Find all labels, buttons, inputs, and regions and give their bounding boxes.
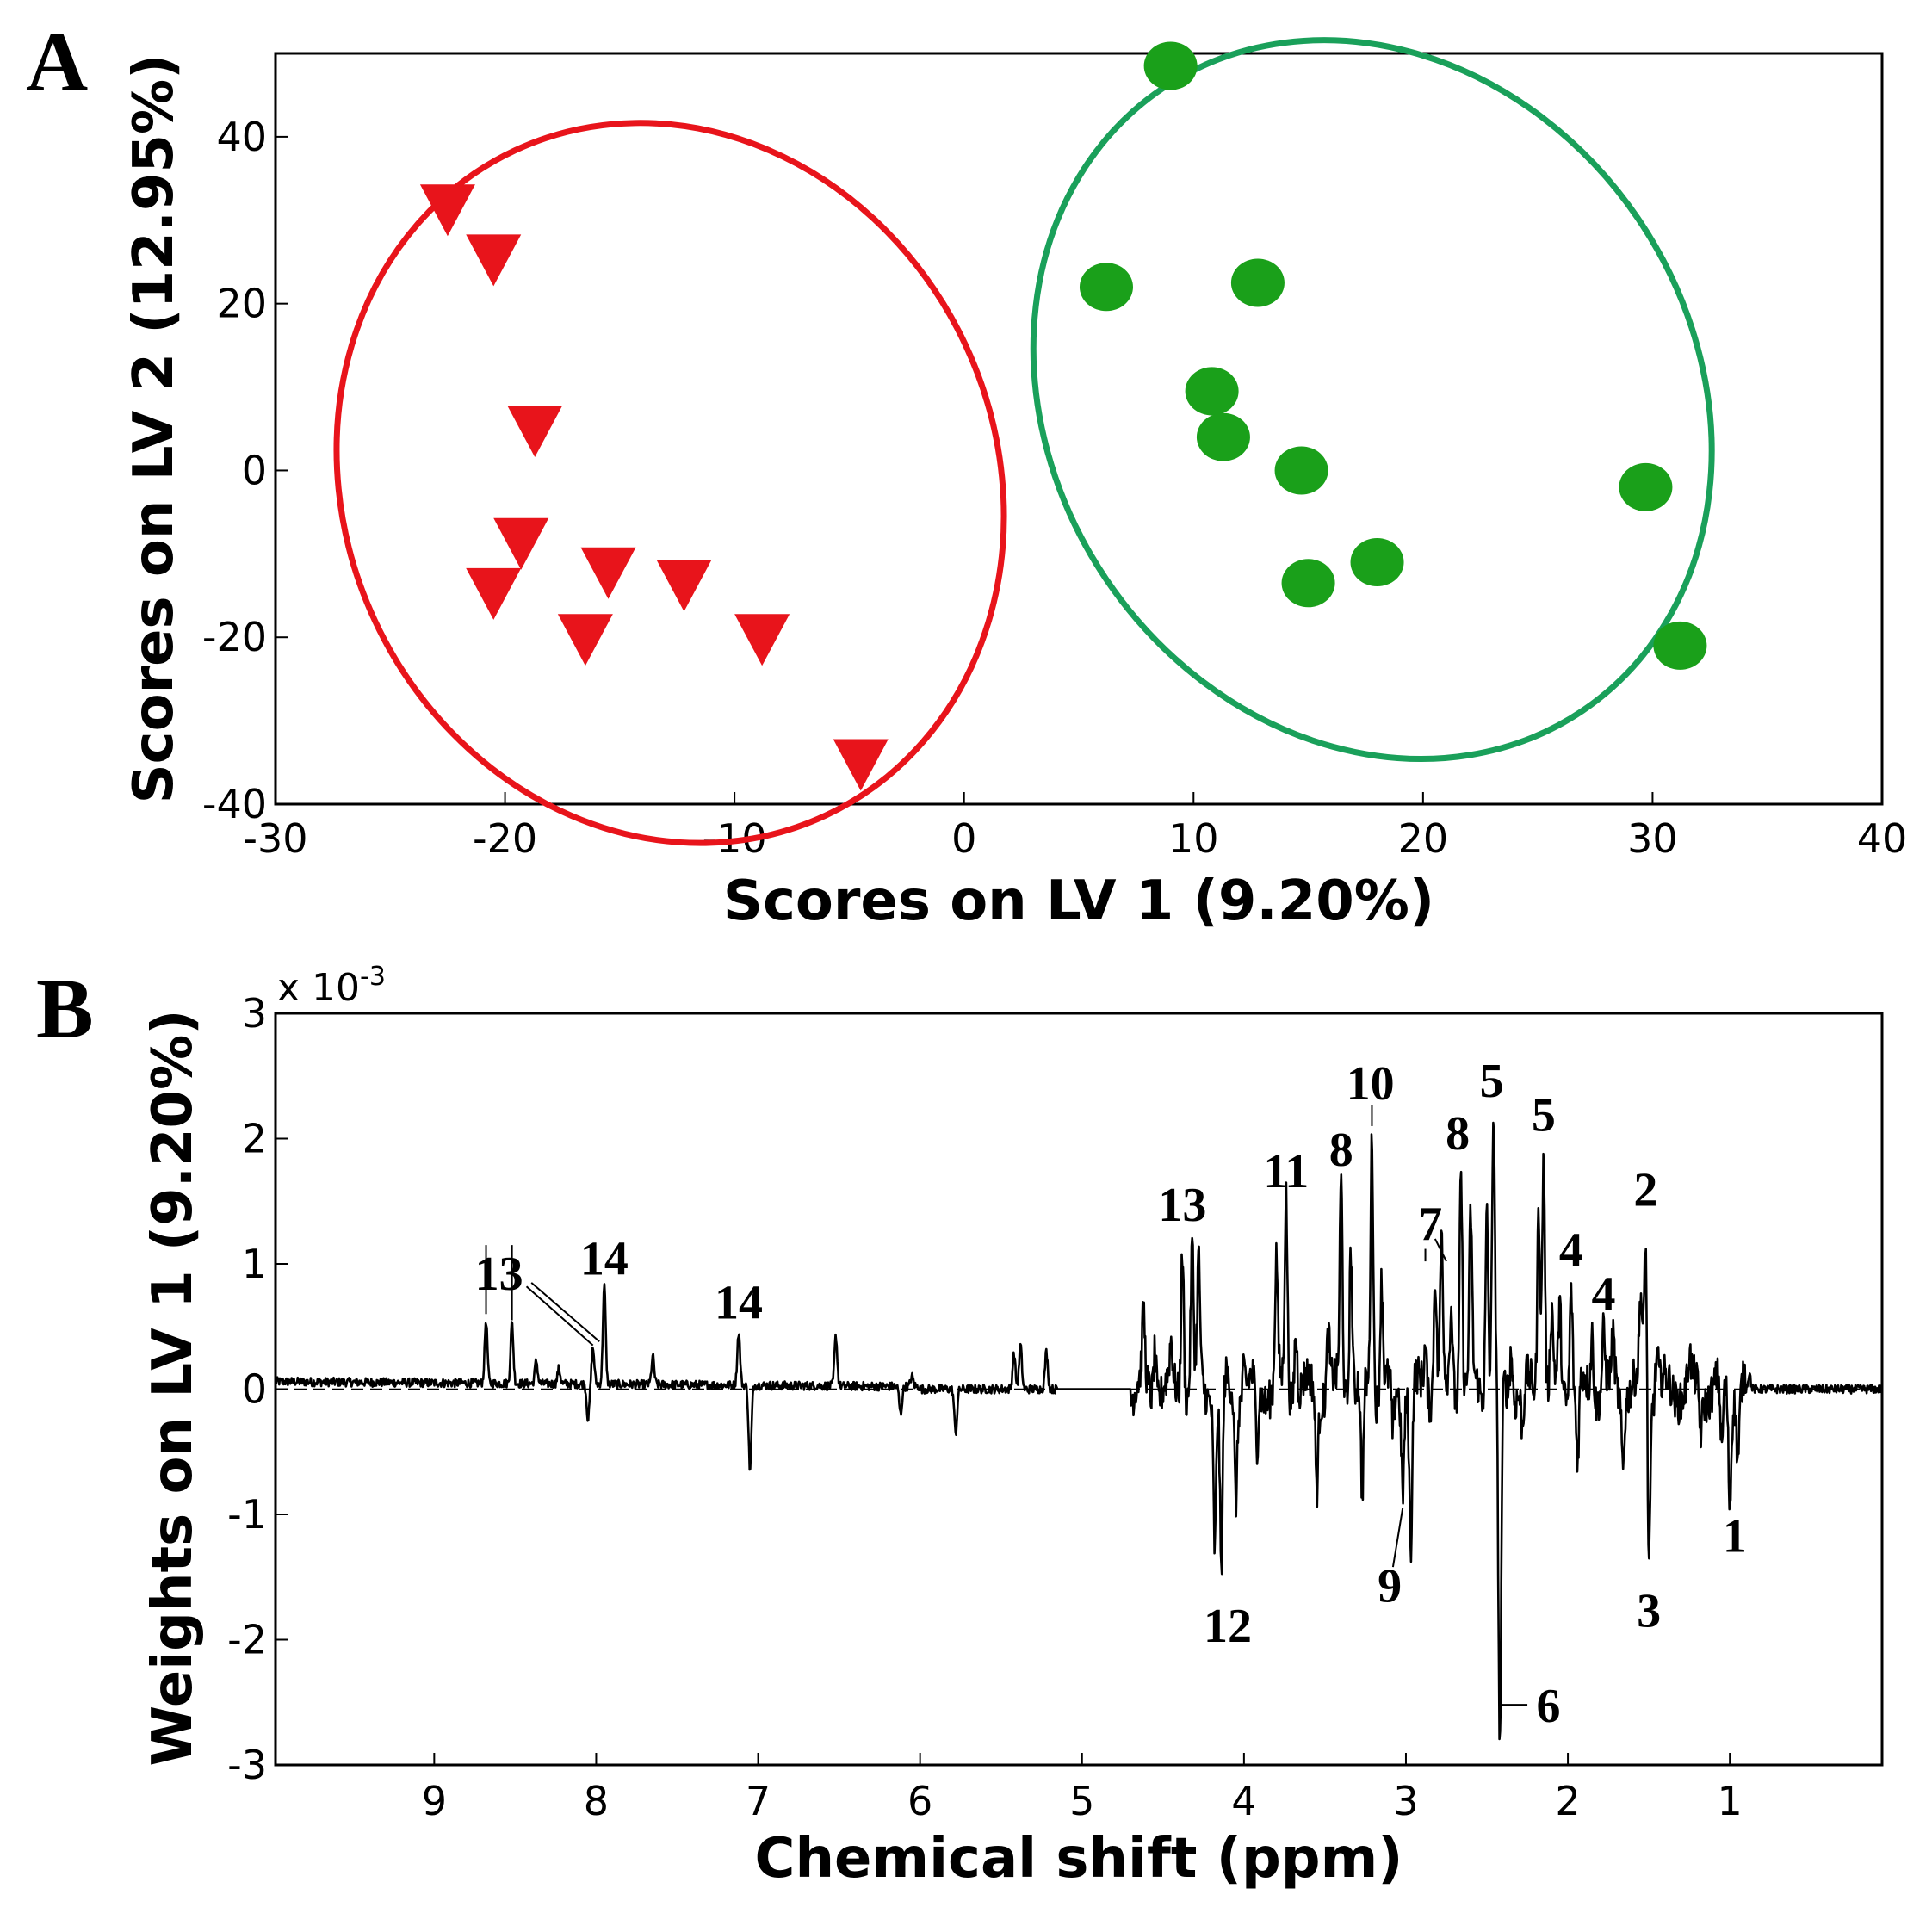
group-2-point [1143, 41, 1198, 90]
y-multiplier-base: x 10 [277, 966, 360, 1010]
peak-label: 9 [1378, 1559, 1402, 1613]
peak-label: 13 [1158, 1179, 1206, 1232]
group-2-point [1230, 258, 1285, 307]
a-x-tick-label: 30 [1627, 815, 1678, 862]
panel-b-y-multiplier: x 10-3 [277, 962, 386, 1010]
peak-label: 14 [715, 1277, 763, 1330]
group-1-point [507, 406, 563, 457]
panel-b-spectrum [274, 1121, 1884, 1741]
group-2-point [1281, 559, 1335, 608]
peak-leader-line [530, 1282, 600, 1342]
peak-label: 4 [1591, 1267, 1615, 1321]
b-x-tick-label: 1 [1718, 1778, 1743, 1824]
peak-label: 3 [1637, 1585, 1661, 1638]
group-2-point [1619, 462, 1673, 511]
peak-label: 6 [1537, 1680, 1561, 1733]
panel-a-plot-frame [274, 52, 1884, 806]
a-x-tick-label: 0 [951, 815, 976, 862]
group-2-point [1079, 263, 1133, 312]
group-2-point [1196, 412, 1250, 461]
group-1-point [734, 614, 790, 666]
group-1-point [557, 614, 613, 666]
group-2-point [1350, 538, 1404, 587]
a-x-tick-label: -20 [473, 815, 537, 862]
panel-a-points [419, 41, 1707, 791]
group-1-point [466, 567, 522, 620]
group-2-point [1653, 621, 1707, 670]
b-x-tick-label: 5 [1069, 1778, 1094, 1824]
peak-label: 5 [1532, 1088, 1556, 1142]
panel-b-x-axis-title: Chemical shift (ppm) [754, 1827, 1403, 1891]
b-y-tick-label: -3 [227, 1742, 267, 1788]
group-1-ellipse [333, 120, 1007, 846]
a-x-tick-label: -30 [243, 815, 307, 862]
y-multiplier-exponent: -3 [360, 962, 386, 992]
a-y-tick-label: -40 [202, 781, 267, 827]
a-y-tick-label: -20 [202, 614, 267, 660]
b-x-tick-label: 7 [746, 1778, 771, 1824]
b-y-tick-label: 2 [242, 1116, 267, 1162]
b-y-tick-label: 1 [242, 1241, 267, 1287]
a-y-tick-label: 0 [242, 447, 267, 493]
peak-label: 5 [1480, 1055, 1504, 1108]
peak-leader-line [1434, 1238, 1447, 1262]
b-x-tick-label: 8 [584, 1778, 609, 1824]
panel-a-label: A [26, 14, 88, 109]
peak-label: 12 [1204, 1600, 1252, 1653]
panel-a-ellipses [333, 37, 1715, 846]
a-x-tick-label: 40 [1857, 815, 1908, 862]
peak-label: 14 [580, 1233, 629, 1286]
group-1-point [833, 739, 889, 791]
group-2-ellipse [1030, 37, 1715, 762]
b-y-tick-label: 3 [242, 990, 267, 1037]
b-x-tick-label: 6 [907, 1778, 932, 1824]
peak-label: 8 [1446, 1107, 1470, 1161]
group-1-point [656, 560, 712, 612]
a-y-tick-label: 40 [216, 114, 267, 160]
a-x-tick-label: 20 [1398, 815, 1449, 862]
peak-leader-line [525, 1285, 594, 1347]
panel-a-x-axis-title: Scores on LV 1 (9.20%) [723, 870, 1434, 933]
a-x-tick-label: 10 [1168, 815, 1219, 862]
peak-leader-line [1391, 1508, 1404, 1568]
peak-label: 4 [1559, 1224, 1583, 1278]
group-1-point [419, 184, 475, 237]
peak-label: 8 [1329, 1124, 1353, 1177]
group-1-point [493, 517, 549, 570]
spectrum-line [274, 1121, 1884, 1741]
b-y-tick-label: -2 [227, 1617, 267, 1663]
peak-label: 2 [1633, 1164, 1657, 1217]
b-y-tick-label: 0 [242, 1366, 267, 1413]
panel-b-y-axis-title: Weights on LV 1 (9.20%) [141, 1010, 205, 1767]
a-y-tick-label: 20 [216, 281, 267, 327]
b-x-tick-label: 4 [1231, 1778, 1256, 1824]
b-x-tick-label: 9 [422, 1778, 447, 1824]
group-1-point [580, 547, 636, 599]
panel-b-label: B [36, 961, 94, 1056]
b-y-tick-label: -1 [227, 1491, 267, 1538]
group-2-point [1274, 446, 1328, 495]
peak-label: 10 [1347, 1057, 1395, 1111]
peak-label: 7 [1418, 1198, 1442, 1251]
panel-a-y-axis-title: Scores on LV 2 (12.95%) [122, 54, 186, 804]
peak-label: 13 [475, 1248, 523, 1301]
b-x-tick-label: 2 [1555, 1778, 1580, 1824]
group-2-point [1185, 367, 1239, 416]
peak-label: 11 [1263, 1145, 1309, 1198]
group-1-point [466, 234, 522, 287]
peak-label: 1 [1723, 1509, 1747, 1563]
b-x-tick-label: 3 [1393, 1778, 1418, 1824]
